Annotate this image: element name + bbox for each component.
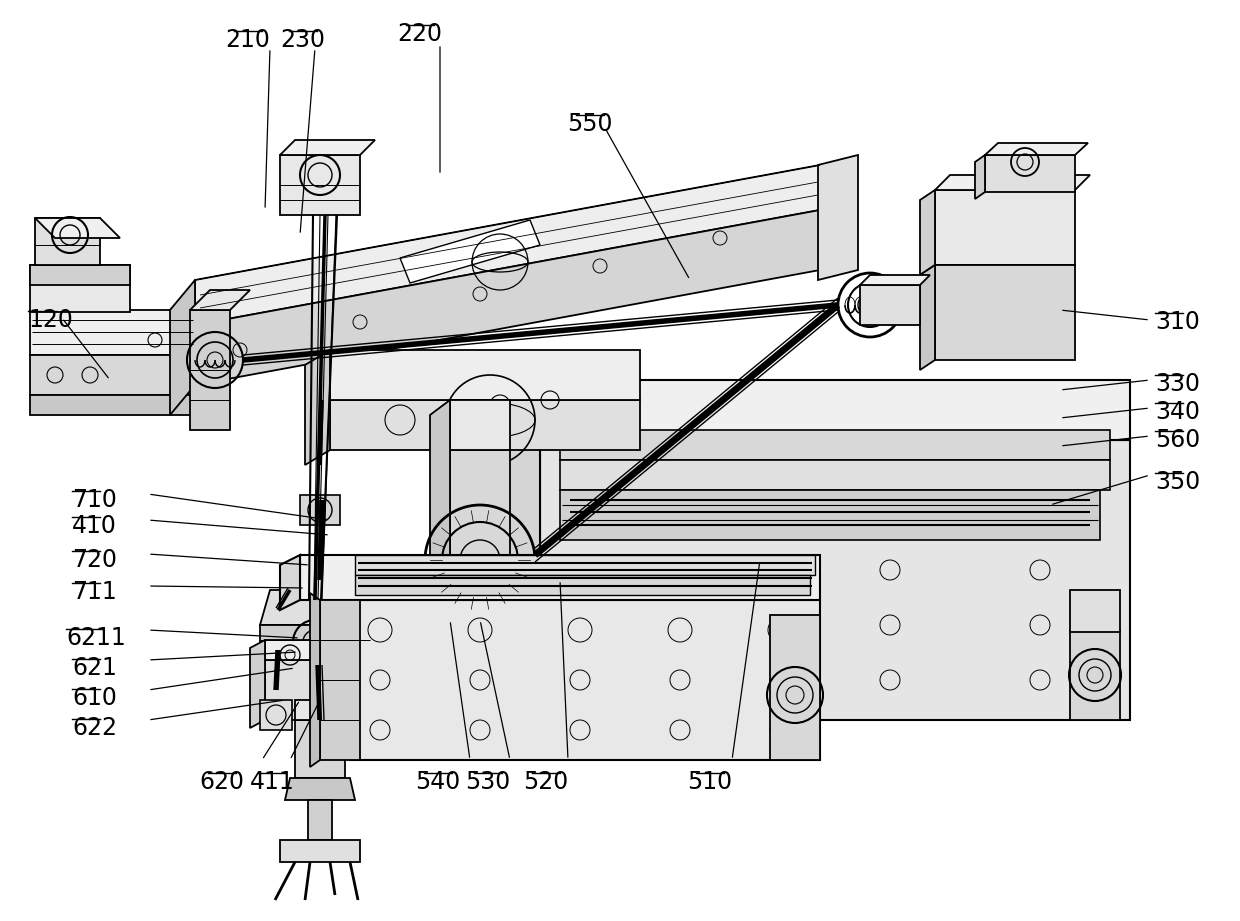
Polygon shape xyxy=(35,218,120,238)
Text: 120: 120 xyxy=(29,308,73,332)
Text: 510: 510 xyxy=(687,770,733,794)
Polygon shape xyxy=(170,280,195,415)
Polygon shape xyxy=(280,155,360,215)
Polygon shape xyxy=(30,265,130,312)
Text: 340: 340 xyxy=(1154,400,1200,424)
Polygon shape xyxy=(330,350,640,400)
Text: 310: 310 xyxy=(1154,310,1200,334)
Polygon shape xyxy=(190,290,250,310)
Polygon shape xyxy=(190,310,229,430)
Polygon shape xyxy=(300,495,340,525)
Polygon shape xyxy=(560,490,1100,540)
Text: 710: 710 xyxy=(72,488,117,512)
Polygon shape xyxy=(300,555,820,600)
Text: 610: 610 xyxy=(72,686,117,710)
Text: 411: 411 xyxy=(249,770,294,794)
Polygon shape xyxy=(35,218,100,265)
Polygon shape xyxy=(30,310,195,355)
Text: 720: 720 xyxy=(72,548,117,572)
Polygon shape xyxy=(330,400,640,450)
Text: 540: 540 xyxy=(415,770,460,794)
Text: 530: 530 xyxy=(465,770,511,794)
Polygon shape xyxy=(250,640,265,728)
Polygon shape xyxy=(770,615,820,760)
Polygon shape xyxy=(30,395,195,415)
Text: 620: 620 xyxy=(200,770,244,794)
Polygon shape xyxy=(280,555,300,610)
Polygon shape xyxy=(818,155,858,280)
Polygon shape xyxy=(285,778,355,800)
Polygon shape xyxy=(260,625,370,655)
Text: 330: 330 xyxy=(1154,372,1200,396)
Polygon shape xyxy=(935,175,1090,190)
Polygon shape xyxy=(450,400,510,450)
Polygon shape xyxy=(450,380,1130,440)
Polygon shape xyxy=(295,720,345,778)
Text: 230: 230 xyxy=(280,28,325,52)
Polygon shape xyxy=(308,800,332,840)
Polygon shape xyxy=(355,575,810,595)
Polygon shape xyxy=(920,265,935,370)
Polygon shape xyxy=(195,165,820,325)
Text: 711: 711 xyxy=(72,580,117,604)
Polygon shape xyxy=(401,220,539,283)
Polygon shape xyxy=(305,350,330,465)
Text: 560: 560 xyxy=(1154,428,1200,452)
Polygon shape xyxy=(935,190,1075,265)
Polygon shape xyxy=(320,600,360,760)
Polygon shape xyxy=(935,265,1075,360)
Polygon shape xyxy=(265,640,379,660)
Polygon shape xyxy=(260,590,370,625)
Polygon shape xyxy=(539,440,1130,720)
Text: 6211: 6211 xyxy=(66,626,125,650)
Text: 350: 350 xyxy=(1154,470,1200,494)
Polygon shape xyxy=(265,660,379,720)
Polygon shape xyxy=(1070,590,1120,632)
Polygon shape xyxy=(30,355,195,395)
Text: 410: 410 xyxy=(72,514,117,538)
Text: 220: 220 xyxy=(398,22,443,46)
Polygon shape xyxy=(280,140,374,155)
Polygon shape xyxy=(920,190,935,275)
Polygon shape xyxy=(985,155,1075,192)
Polygon shape xyxy=(450,380,539,720)
Polygon shape xyxy=(861,285,920,325)
Text: 550: 550 xyxy=(567,112,613,136)
Polygon shape xyxy=(260,700,291,730)
Text: 520: 520 xyxy=(523,770,569,794)
Polygon shape xyxy=(975,155,985,199)
Text: 622: 622 xyxy=(72,716,117,740)
Polygon shape xyxy=(1070,630,1120,720)
Polygon shape xyxy=(310,593,320,767)
Polygon shape xyxy=(861,275,930,285)
Polygon shape xyxy=(350,600,820,760)
Polygon shape xyxy=(985,143,1087,155)
Polygon shape xyxy=(450,450,510,600)
Polygon shape xyxy=(195,210,820,385)
Polygon shape xyxy=(355,555,815,575)
Text: 210: 210 xyxy=(226,28,270,52)
Polygon shape xyxy=(280,840,360,862)
Polygon shape xyxy=(430,400,450,615)
Text: 621: 621 xyxy=(72,656,117,680)
Polygon shape xyxy=(295,700,345,720)
Polygon shape xyxy=(30,265,130,285)
Polygon shape xyxy=(560,460,1110,490)
Polygon shape xyxy=(560,430,1110,460)
